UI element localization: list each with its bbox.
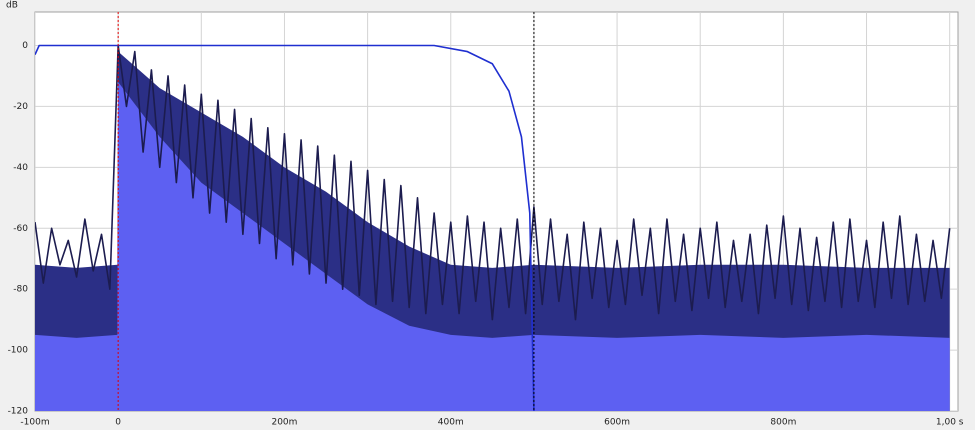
plot-layer bbox=[35, 12, 958, 411]
y-tick-label: -40 bbox=[13, 163, 28, 173]
y-tick-label: 0 bbox=[22, 41, 28, 51]
x-tick-label: -100m bbox=[20, 418, 49, 428]
area bbox=[35, 82, 950, 411]
line bbox=[35, 44, 951, 321]
y-tick-label: -60 bbox=[13, 224, 28, 234]
x-tick-label: 0 bbox=[115, 418, 121, 428]
x-tick-label: 200m bbox=[271, 418, 297, 428]
y-axis-label: dB bbox=[6, 1, 18, 11]
x-tick-label: 1,00 s bbox=[936, 418, 964, 428]
y-tick-label: -80 bbox=[13, 285, 28, 295]
y-tick-label: -100 bbox=[8, 346, 29, 356]
y-tick-label: -120 bbox=[8, 407, 29, 417]
x-tick-label: 600m bbox=[604, 418, 630, 428]
line bbox=[35, 44, 535, 411]
x-tick-label: 400m bbox=[438, 418, 464, 428]
y-tick-label: -20 bbox=[13, 102, 28, 112]
x-tick-label: 800m bbox=[770, 418, 796, 428]
